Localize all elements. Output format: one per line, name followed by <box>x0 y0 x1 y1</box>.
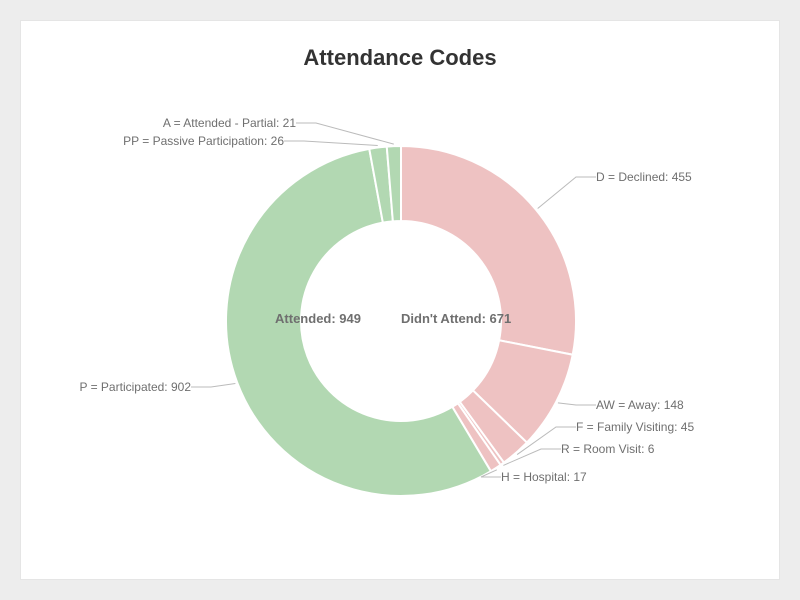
group-label-attended: Attended: 949 <box>275 311 361 326</box>
leader-PP <box>284 141 378 146</box>
label-F: F = Family Visiting: 45 <box>576 420 694 434</box>
donut-chart: D = Declined: 455 AW = Away: 148 F = Famil… <box>21 21 781 581</box>
label-R: R = Room Visit: 6 <box>561 442 655 456</box>
label-AW: AW = Away: 148 <box>596 398 684 412</box>
leader-AW <box>558 403 596 405</box>
group-label-didnt: Didn't Attend: 671 <box>401 311 511 326</box>
leader-D <box>538 177 596 209</box>
chart-card: Attendance Codes D = Declined: 455AW = A… <box>20 20 780 580</box>
label-H: H = Hospital: 17 <box>501 470 587 484</box>
label-D: D = Declined: 455 <box>596 170 692 184</box>
label-A: A = Attended - Partial: 21 <box>163 116 296 130</box>
label-P: P = Participated: 902 <box>79 380 191 394</box>
label-PP: PP = Passive Participation: 26 <box>123 134 284 148</box>
leader-P <box>191 383 235 387</box>
